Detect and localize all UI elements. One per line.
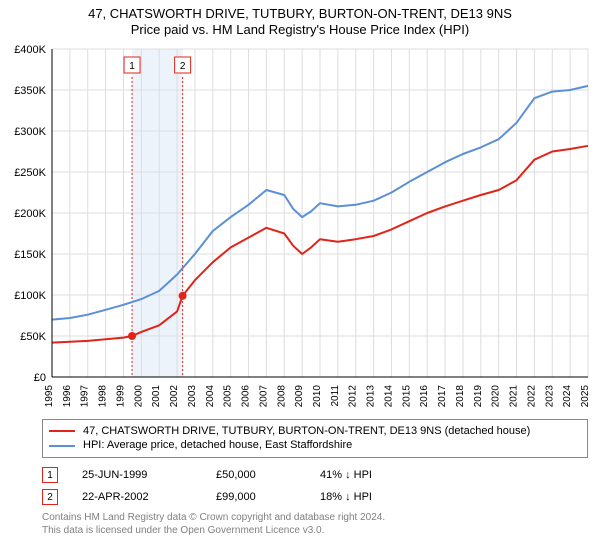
footer-line2: This data is licensed under the Open Gov… <box>42 525 588 538</box>
svg-text:2022: 2022 <box>526 384 537 407</box>
svg-text:2009: 2009 <box>294 384 305 407</box>
svg-text:1: 1 <box>129 61 135 72</box>
svg-text:£400K: £400K <box>14 44 46 56</box>
event-date: 25-JUN-1999 <box>82 469 192 481</box>
svg-text:£50K: £50K <box>20 331 46 343</box>
legend-item: 47, CHATSWORTH DRIVE, TUTBURY, BURTON-ON… <box>49 424 581 439</box>
svg-text:2025: 2025 <box>580 384 591 407</box>
svg-text:2000: 2000 <box>133 384 144 407</box>
svg-text:2: 2 <box>180 61 186 72</box>
svg-text:2020: 2020 <box>491 384 502 407</box>
svg-text:2004: 2004 <box>205 384 216 407</box>
svg-text:2015: 2015 <box>401 384 412 407</box>
svg-text:2024: 2024 <box>562 384 573 407</box>
event-marker: 2 <box>42 489 58 505</box>
svg-text:£250K: £250K <box>14 167 46 179</box>
line-chart: £0 £50K £100K £150K £200K £250K £300K £350K £400… <box>6 43 594 413</box>
svg-text:1996: 1996 <box>62 384 73 407</box>
svg-text:2001: 2001 <box>151 384 162 407</box>
svg-text:£0: £0 <box>34 372 46 384</box>
event-delta: 41% ↓ HPI <box>320 469 410 481</box>
svg-text:£100K: £100K <box>14 290 46 302</box>
event-list: 1 25-JUN-1999 £50,000 41% ↓ HPI 2 22-APR-2002… <box>42 464 588 508</box>
event-price: £99,000 <box>216 491 296 503</box>
footer-attribution: Contains HM Land Registry data © Crown c… <box>42 512 588 537</box>
svg-text:2010: 2010 <box>312 384 323 407</box>
event-row: 1 25-JUN-1999 £50,000 41% ↓ HPI <box>42 464 588 486</box>
svg-text:2017: 2017 <box>437 384 448 407</box>
svg-text:2003: 2003 <box>187 384 198 407</box>
event-date: 22-APR-2002 <box>82 491 192 503</box>
svg-text:£300K: £300K <box>14 126 46 138</box>
event-marker: 1 <box>42 467 58 483</box>
svg-text:2014: 2014 <box>383 384 394 407</box>
legend-label: 47, CHATSWORTH DRIVE, TUTBURY, BURTON-ON… <box>83 424 530 439</box>
legend-swatch <box>49 445 75 447</box>
svg-text:1995: 1995 <box>44 384 55 407</box>
legend: 47, CHATSWORTH DRIVE, TUTBURY, BURTON-ON… <box>42 419 588 459</box>
title-subtitle: Price paid vs. HM Land Registry's House … <box>6 22 594 38</box>
svg-text:2016: 2016 <box>419 384 430 407</box>
svg-text:£200K: £200K <box>14 208 46 220</box>
svg-text:1997: 1997 <box>80 384 91 407</box>
svg-text:2002: 2002 <box>169 384 180 407</box>
legend-item: HPI: Average price, detached house, East… <box>49 438 581 453</box>
legend-swatch <box>49 430 75 432</box>
svg-text:2018: 2018 <box>455 384 466 407</box>
event-delta: 18% ↓ HPI <box>320 491 410 503</box>
footer-line1: Contains HM Land Registry data © Crown c… <box>42 512 588 525</box>
svg-text:2006: 2006 <box>241 384 252 407</box>
event-price: £50,000 <box>216 469 296 481</box>
title-address: 47, CHATSWORTH DRIVE, TUTBURY, BURTON-ON… <box>6 6 594 22</box>
chart-area: £0 £50K £100K £150K £200K £250K £300K £350K £400… <box>6 43 594 413</box>
chart-title: 47, CHATSWORTH DRIVE, TUTBURY, BURTON-ON… <box>6 6 594 39</box>
svg-text:£150K: £150K <box>14 249 46 261</box>
svg-text:2021: 2021 <box>509 384 520 407</box>
svg-text:2012: 2012 <box>348 384 359 407</box>
svg-text:1998: 1998 <box>98 384 109 407</box>
svg-text:2005: 2005 <box>223 384 234 407</box>
svg-text:2013: 2013 <box>366 384 377 407</box>
svg-text:2008: 2008 <box>276 384 287 407</box>
svg-text:2023: 2023 <box>544 384 555 407</box>
legend-label: HPI: Average price, detached house, East… <box>83 438 352 453</box>
event-row: 2 22-APR-2002 £99,000 18% ↓ HPI <box>42 486 588 508</box>
svg-text:2007: 2007 <box>258 384 269 407</box>
svg-text:£350K: £350K <box>14 85 46 97</box>
svg-text:2011: 2011 <box>330 384 341 406</box>
svg-text:2019: 2019 <box>473 384 484 407</box>
svg-text:1999: 1999 <box>115 384 126 407</box>
